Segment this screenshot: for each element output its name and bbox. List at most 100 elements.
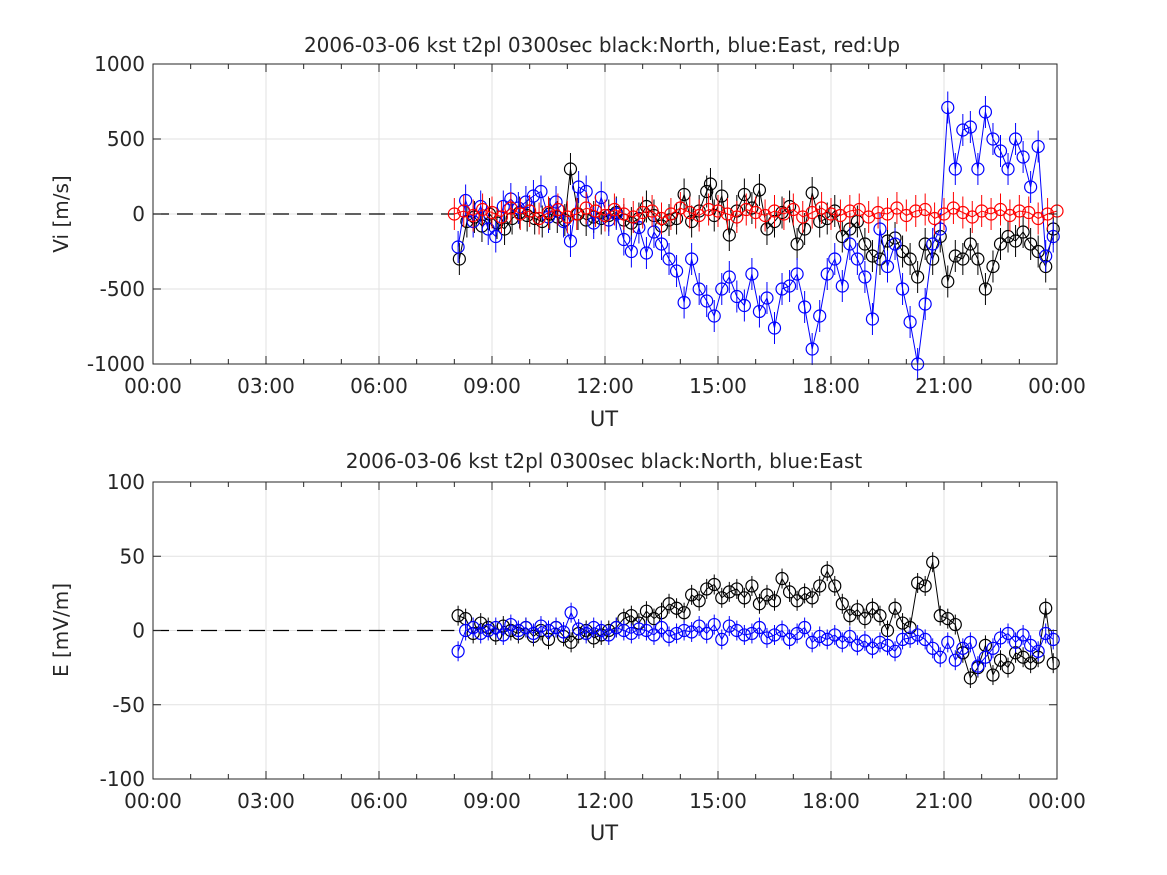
- e-east-point: [609, 620, 623, 635]
- vi-north-point: [790, 237, 804, 251]
- vi-up-point: [1022, 205, 1036, 220]
- e-east-point: [692, 619, 706, 633]
- vi-east-point: [865, 312, 880, 326]
- e-east-point: [1008, 635, 1023, 649]
- vi-east-point: [835, 279, 849, 293]
- vi-north-point: [497, 222, 512, 236]
- e-north-point: [895, 616, 910, 630]
- e-east-point: [556, 625, 571, 639]
- vi-north-point: [978, 282, 993, 296]
- e-east-point: [888, 644, 902, 658]
- vi-up-point: [720, 207, 735, 221]
- vi-east-point: [1024, 180, 1038, 194]
- vi-north-point: [835, 229, 849, 244]
- e-east-point: [534, 619, 548, 633]
- e-east-point: [971, 659, 985, 673]
- e-north-point: [669, 601, 684, 615]
- e-north-point: [752, 597, 767, 611]
- vi-east-point: [1046, 229, 1060, 244]
- vi-up-point: [683, 205, 697, 220]
- vi-east-point: [481, 222, 495, 236]
- e-north-point: [858, 612, 872, 626]
- vi-up-point: [975, 204, 989, 218]
- vi-up-point: [636, 205, 650, 220]
- e-east-point: [572, 622, 586, 636]
- vi-east-point: [685, 252, 699, 266]
- e-east-point: [662, 629, 676, 644]
- e-north-point: [918, 579, 932, 593]
- e-north-point: [865, 601, 880, 615]
- e-north-point: [933, 609, 947, 623]
- vi-east-point: [489, 229, 503, 244]
- e-north-point: [820, 564, 834, 578]
- e-east-point: [1046, 632, 1060, 647]
- vi-north-point: [1016, 225, 1030, 239]
- vi-east-point: [978, 105, 993, 119]
- e-north-point: [564, 635, 578, 649]
- vi-x-axis-label: UT: [590, 407, 618, 431]
- e-north-point: [798, 586, 812, 600]
- e-east-point: [993, 631, 1008, 645]
- vi-east-point: [798, 300, 812, 314]
- e-north-point: [737, 591, 751, 605]
- e-x-tick-label: 15:00: [689, 789, 747, 813]
- e-north-point: [911, 576, 925, 590]
- vi-up-point: [645, 204, 659, 218]
- vi-east-point: [986, 132, 1000, 146]
- vi-east-point: [563, 234, 578, 248]
- e-north-point: [451, 609, 465, 623]
- e-x-tick-label: 12:00: [576, 789, 634, 813]
- vi-east-point: [707, 309, 721, 323]
- e-north-point: [805, 591, 819, 605]
- vi-east-point: [715, 282, 729, 296]
- e-east-point: [700, 626, 714, 641]
- vi-north-point: [703, 177, 718, 191]
- e-chart-title: 2006-03-06 kst t2pl 0300sec black:North,…: [346, 449, 863, 473]
- vi-north-point: [760, 222, 774, 236]
- e-x-tick-label: 06:00: [350, 789, 408, 813]
- vi-east-point: [692, 282, 706, 296]
- e-east-point: [978, 650, 993, 664]
- e-north-point: [782, 585, 797, 599]
- vi-up-point: [909, 204, 923, 218]
- e-east-point: [926, 641, 940, 655]
- e-x-tick-label: 09:00: [463, 789, 521, 813]
- vi-up-point: [692, 208, 706, 223]
- vi-north-point: [722, 228, 736, 242]
- vi-up-point: [852, 202, 866, 217]
- e-east-point: [941, 635, 955, 649]
- vi-east-point: [843, 237, 857, 251]
- vi-north-point: [528, 211, 542, 226]
- e-north-line: [457, 562, 1054, 680]
- vi-x-tick-label: 00:00: [124, 374, 182, 398]
- e-east-point: [767, 628, 782, 642]
- vi-up-point: [918, 202, 932, 217]
- vi-east-point: [624, 244, 638, 259]
- e-north-point: [1039, 601, 1053, 615]
- vi-east-point: [1039, 249, 1053, 263]
- vi-x-tick-label: 12:00: [576, 374, 634, 398]
- vi-x-tick-label: 21:00: [915, 374, 973, 398]
- vi-east-point: [639, 246, 654, 260]
- vi-east-point: [993, 144, 1008, 158]
- vi-up-point: [532, 211, 546, 226]
- vi-east-point: [737, 298, 751, 313]
- vi-east-point: [496, 199, 510, 214]
- vi-north-point: [1001, 229, 1015, 244]
- vi-east-point: [1016, 150, 1030, 164]
- e-east-point: [715, 632, 729, 647]
- e-east-point: [986, 641, 1000, 655]
- e-north-point: [662, 597, 676, 611]
- e-east-point: [707, 617, 721, 632]
- vi-north-point: [563, 162, 578, 176]
- vi-north-point: [1008, 234, 1023, 248]
- vi-east-point: [572, 180, 586, 194]
- e-east-point: [639, 623, 654, 638]
- e-north-point: [926, 555, 940, 569]
- e-y-tick-label: -50: [112, 693, 145, 717]
- vi-east-point: [677, 295, 691, 310]
- vi-east-point: [752, 304, 767, 319]
- vi-up-point: [1012, 204, 1026, 218]
- e-east-point: [722, 619, 736, 633]
